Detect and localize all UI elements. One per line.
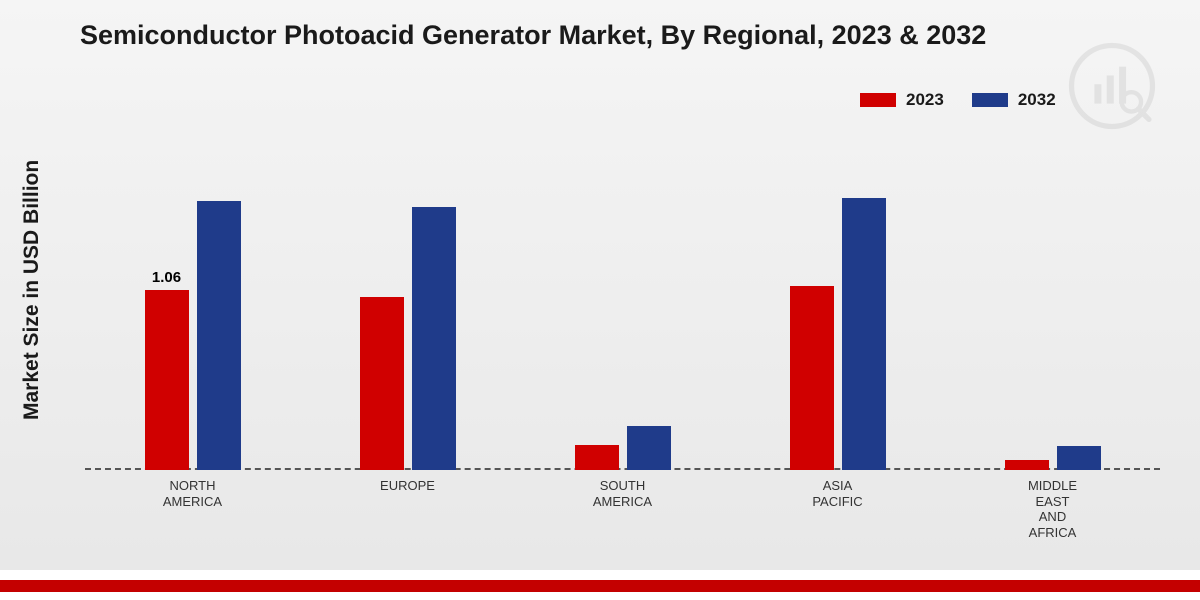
bar-group <box>300 130 515 470</box>
y-axis-label: Market Size in USD Billion <box>20 160 44 420</box>
legend-label-2023: 2023 <box>906 90 944 110</box>
category-label: ASIAPACIFIC <box>730 478 945 509</box>
legend: 2023 2032 <box>860 90 1056 110</box>
bar-group: 1.06 <box>85 130 300 470</box>
bar-group <box>730 130 945 470</box>
bar <box>790 286 834 470</box>
footer-bar <box>0 580 1200 592</box>
bar-group <box>515 130 730 470</box>
bar-value-label: 1.06 <box>152 269 181 286</box>
bar <box>1057 446 1101 470</box>
bar <box>627 426 671 470</box>
bar <box>575 445 619 471</box>
legend-item-2023: 2023 <box>860 90 944 110</box>
bar <box>842 198 886 470</box>
watermark-logo <box>1068 42 1156 135</box>
legend-swatch-2032 <box>972 93 1008 107</box>
bar <box>360 297 404 470</box>
bar-group <box>945 130 1160 470</box>
legend-swatch-2023 <box>860 93 896 107</box>
legend-item-2032: 2032 <box>972 90 1056 110</box>
category-label: EUROPE <box>300 478 515 494</box>
plot-area: 1.06 <box>85 130 1160 470</box>
bar <box>1005 460 1049 470</box>
category-label: SOUTHAMERICA <box>515 478 730 509</box>
bar <box>412 207 456 471</box>
category-label: MIDDLEEASTANDAFRICA <box>945 478 1160 540</box>
category-label: NORTHAMERICA <box>85 478 300 509</box>
legend-label-2032: 2032 <box>1018 90 1056 110</box>
bar <box>197 201 241 470</box>
bar <box>145 290 189 470</box>
chart-title: Semiconductor Photoacid Generator Market… <box>80 20 986 51</box>
